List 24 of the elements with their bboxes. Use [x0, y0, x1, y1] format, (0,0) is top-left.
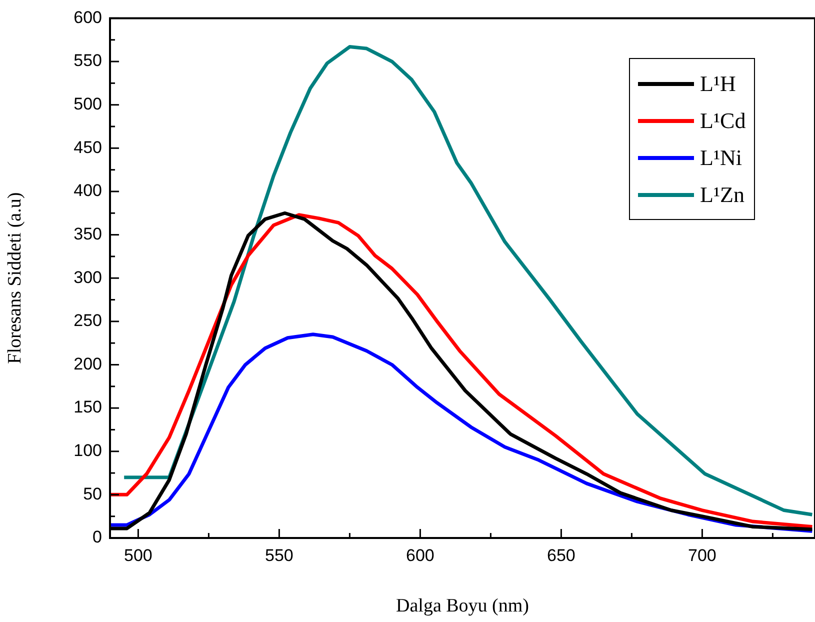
y-tick-label: 350	[74, 224, 102, 244]
y-tick-label: 0	[92, 528, 102, 547]
y-tick-label: 150	[74, 398, 102, 417]
y-tick-label: 400	[74, 181, 102, 200]
y-axis-title: Floresans Siddeti (a.u)	[4, 192, 26, 364]
legend-label: L¹H	[700, 70, 736, 98]
y-tick-label: 300	[74, 268, 102, 287]
y-tick-label: 100	[74, 441, 102, 460]
y-tick-label: 450	[74, 138, 102, 157]
y-tick-label: 600	[74, 8, 102, 27]
y-tick-label: 200	[74, 354, 102, 374]
y-tick-label: 550	[74, 51, 102, 70]
x-tick-label: 700	[688, 546, 716, 565]
x-tick-label: 650	[547, 546, 576, 565]
y-tick-label: 250	[74, 311, 102, 330]
legend-label: L¹Ni	[700, 144, 742, 172]
legend-label: L¹Zn	[700, 181, 744, 210]
x-tick-label: 500	[124, 546, 152, 565]
legend-label: L¹Cd	[700, 107, 746, 136]
y-tick-label: 50	[83, 484, 102, 504]
x-axis-title: Dalga Boyu (nm)	[396, 596, 529, 617]
y-tick-label: 500	[74, 94, 102, 114]
x-tick-label: 600	[406, 546, 434, 565]
x-tick-label: 550	[265, 546, 294, 565]
